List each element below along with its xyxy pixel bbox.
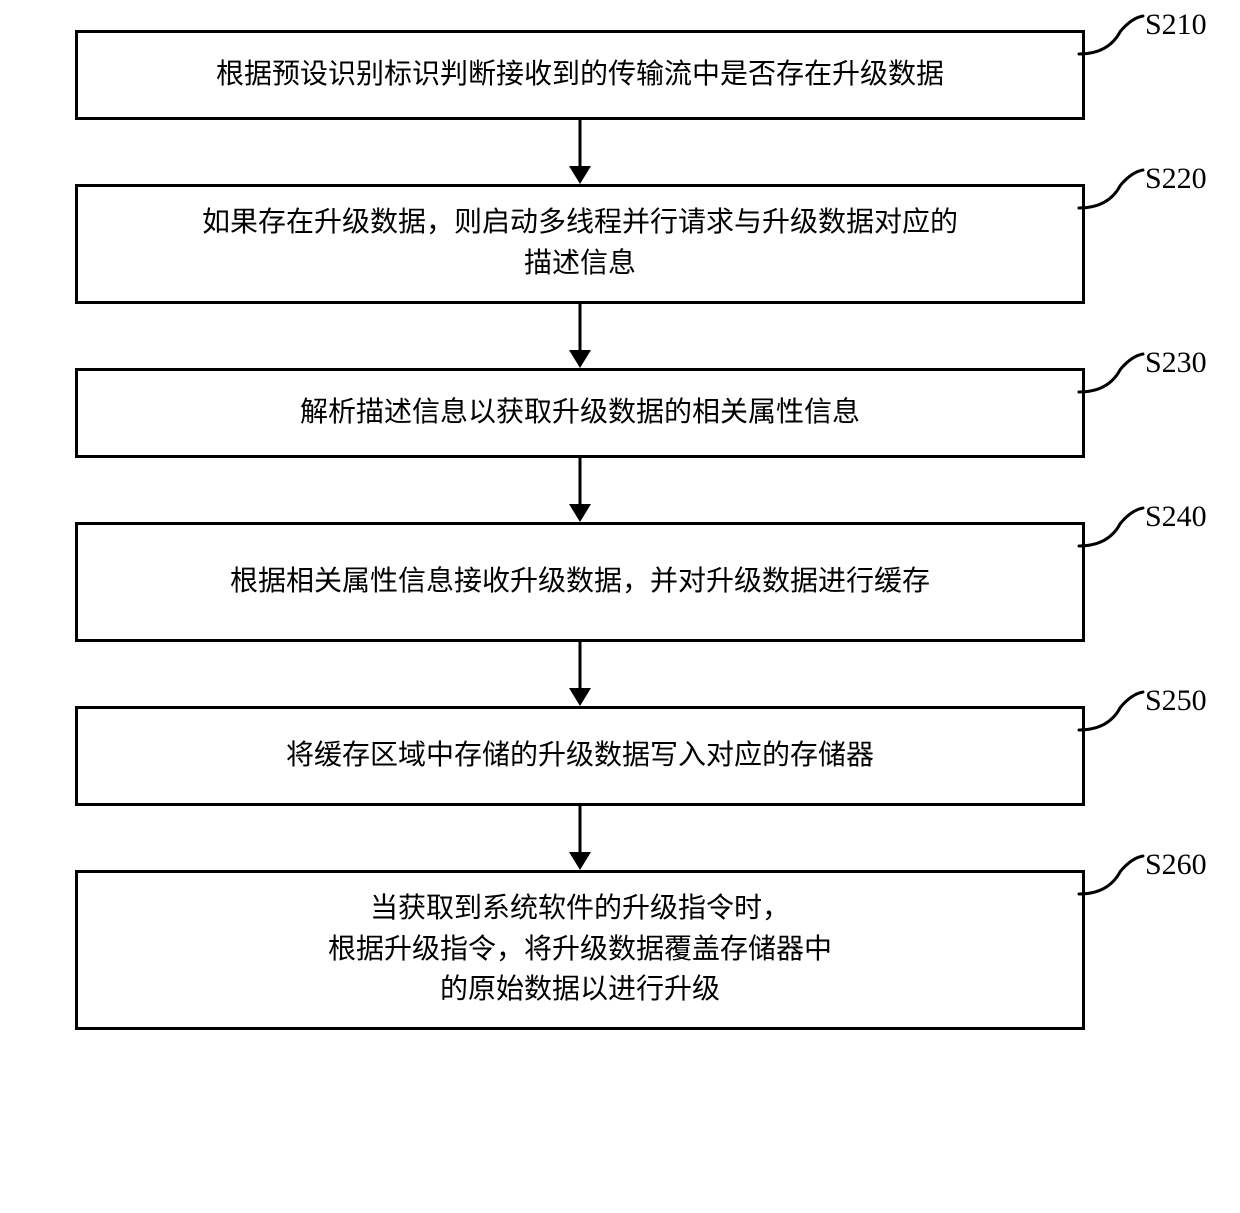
- flow-step-row: 根据相关属性信息接收升级数据，并对升级数据进行缓存S240: [20, 522, 1220, 642]
- flow-node-text: 当获取到系统软件的升级指令时，根据升级指令，将升级数据覆盖存储器中的原始数据以进…: [328, 889, 832, 1011]
- flow-node-text: 根据预设识别标识判断接收到的传输流中是否存在升级数据: [216, 55, 944, 96]
- step-label-s220: S220: [1145, 162, 1240, 196]
- step-label-s260: S260: [1145, 848, 1240, 882]
- flow-node-s260: 当获取到系统软件的升级指令时，根据升级指令，将升级数据覆盖存储器中的原始数据以进…: [75, 870, 1085, 1030]
- flowchart: 根据预设识别标识判断接收到的传输流中是否存在升级数据S210 如果存在升级数据，则…: [20, 30, 1220, 1030]
- step-label-s250: S250: [1145, 684, 1240, 718]
- flow-node-text: 根据相关属性信息接收升级数据，并对升级数据进行缓存: [230, 562, 930, 603]
- connector-curve: [1077, 688, 1147, 739]
- flow-node-s210: 根据预设识别标识判断接收到的传输流中是否存在升级数据: [75, 30, 1085, 120]
- step-label-s240: S240: [1145, 500, 1240, 534]
- flow-step-row: 解析描述信息以获取升级数据的相关属性信息S230: [20, 368, 1220, 458]
- connector-curve: [1077, 852, 1147, 903]
- flow-node-text: 解析描述信息以获取升级数据的相关属性信息: [300, 393, 860, 434]
- flow-node-s220: 如果存在升级数据，则启动多线程并行请求与升级数据对应的描述信息: [75, 184, 1085, 304]
- flow-step-row: 如果存在升级数据，则启动多线程并行请求与升级数据对应的描述信息S220: [20, 184, 1220, 304]
- flow-step-row: 将缓存区域中存储的升级数据写入对应的存储器S250: [20, 706, 1220, 806]
- connector-curve: [1077, 350, 1147, 401]
- flow-node-s240: 根据相关属性信息接收升级数据，并对升级数据进行缓存: [75, 522, 1085, 642]
- connector-curve: [1077, 12, 1147, 63]
- connector-curve: [1077, 166, 1147, 217]
- step-label-s230: S230: [1145, 346, 1240, 380]
- flow-node-text: 将缓存区域中存储的升级数据写入对应的存储器: [286, 736, 874, 777]
- step-label-s210: S210: [1145, 8, 1240, 42]
- flow-node-s230: 解析描述信息以获取升级数据的相关属性信息: [75, 368, 1085, 458]
- flow-node-s250: 将缓存区域中存储的升级数据写入对应的存储器: [75, 706, 1085, 806]
- flow-step-row: 根据预设识别标识判断接收到的传输流中是否存在升级数据S210: [20, 30, 1220, 120]
- flow-node-text: 如果存在升级数据，则启动多线程并行请求与升级数据对应的描述信息: [202, 203, 958, 284]
- flow-step-row: 当获取到系统软件的升级指令时，根据升级指令，将升级数据覆盖存储器中的原始数据以进…: [20, 870, 1220, 1030]
- connector-curve: [1077, 504, 1147, 555]
